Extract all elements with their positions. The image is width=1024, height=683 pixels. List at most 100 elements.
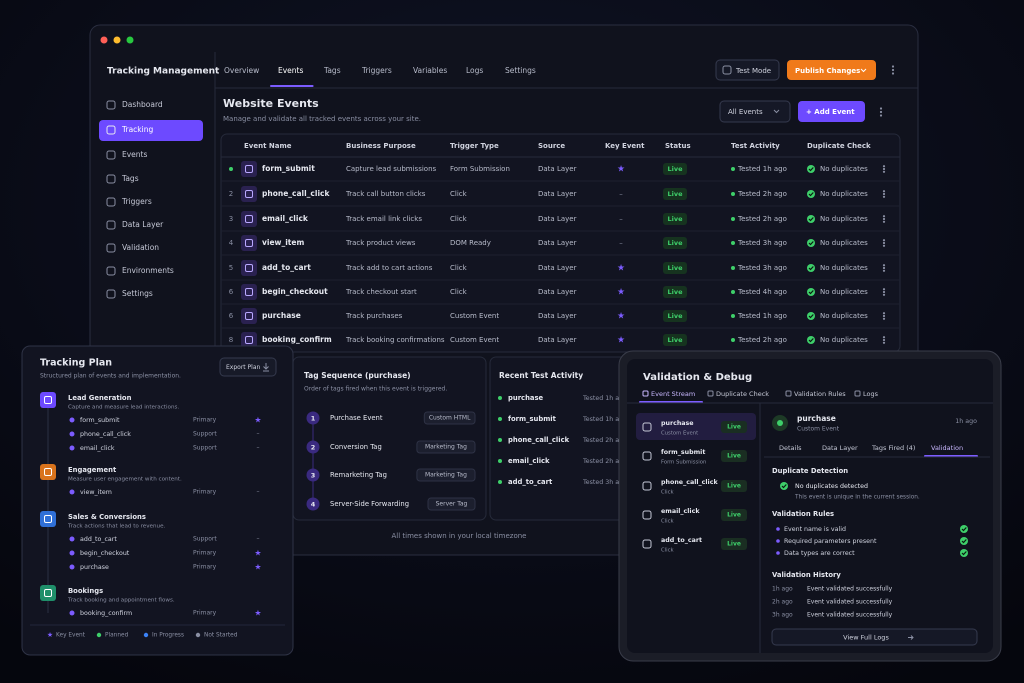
status: Live bbox=[667, 165, 683, 173]
stream-event[interactable]: phone_call_click bbox=[661, 479, 718, 486]
duplicate-check: No duplicates bbox=[820, 264, 868, 272]
group-glyph bbox=[44, 589, 52, 597]
nav-item[interactable]: Environments bbox=[122, 266, 174, 275]
trigger-type: Custom Event bbox=[450, 336, 499, 344]
event-icon bbox=[241, 260, 257, 276]
debug-tab[interactable]: Validation Rules bbox=[794, 390, 846, 398]
rule-bullet bbox=[776, 539, 780, 543]
tab[interactable]: Overview bbox=[224, 66, 259, 75]
status: Live bbox=[727, 424, 741, 431]
plan-role: Primary bbox=[193, 417, 217, 424]
debug-tab[interactable]: Event Stream bbox=[651, 390, 695, 398]
nav-item[interactable]: Tracking bbox=[121, 125, 153, 134]
view-logs-button[interactable] bbox=[771, 628, 978, 646]
stream-event[interactable]: purchase bbox=[661, 420, 694, 427]
status-badge bbox=[721, 450, 747, 462]
menu-dot bbox=[882, 338, 886, 342]
nav-item[interactable]: Events bbox=[122, 150, 147, 159]
activity-time: Tested 1h ago bbox=[582, 395, 627, 402]
stream-event[interactable]: email_click bbox=[661, 508, 700, 515]
tag-type: Server Tag bbox=[436, 501, 468, 508]
events-table bbox=[220, 133, 901, 353]
source: Data Layer bbox=[538, 288, 577, 296]
detail-tab[interactable]: Validation bbox=[931, 444, 963, 452]
nav-icon bbox=[106, 100, 116, 110]
tab-icon bbox=[785, 390, 792, 397]
tab[interactable]: Tags bbox=[323, 66, 341, 75]
tab[interactable]: Triggers bbox=[361, 66, 392, 75]
nav-icon bbox=[106, 125, 116, 135]
window-control bbox=[100, 36, 108, 44]
add-event-button[interactable] bbox=[798, 101, 865, 122]
trigger-type: Click bbox=[450, 215, 468, 223]
tab[interactable]: Variables bbox=[413, 66, 447, 75]
window-control bbox=[113, 36, 121, 44]
nav-item[interactable]: Tags bbox=[121, 174, 139, 183]
detail-tab[interactable]: Data Layer bbox=[822, 444, 858, 452]
tab[interactable]: Settings bbox=[505, 66, 536, 75]
source: Data Layer bbox=[538, 336, 577, 344]
status: Live bbox=[667, 288, 683, 296]
menu-dot bbox=[879, 114, 883, 117]
menu-dot bbox=[882, 170, 886, 173]
status: Live bbox=[667, 312, 683, 320]
nav-item[interactable]: Validation bbox=[122, 243, 159, 252]
rule: Event name is valid bbox=[784, 526, 846, 533]
event-glyph bbox=[245, 190, 253, 198]
plan-role: Primary bbox=[193, 489, 217, 496]
stream-icon bbox=[642, 422, 652, 432]
column-header: Source bbox=[538, 142, 565, 150]
activity-time: Tested 1h ago bbox=[582, 416, 627, 423]
test-dot bbox=[731, 217, 735, 221]
nav-item[interactable]: Settings bbox=[122, 289, 153, 298]
event-glyph bbox=[245, 215, 253, 223]
nav-item[interactable]: Data Layer bbox=[122, 220, 164, 229]
stream-event[interactable]: add_to_cart bbox=[661, 537, 702, 544]
tab[interactable]: Events bbox=[278, 66, 303, 75]
trigger-type: Click bbox=[450, 190, 468, 198]
check-icon bbox=[807, 288, 815, 296]
tab[interactable]: Logs bbox=[466, 66, 483, 75]
duplicate-check: No duplicates bbox=[820, 336, 868, 344]
stream-type: Click bbox=[661, 490, 675, 496]
duplicate-check: No duplicates bbox=[820, 312, 868, 320]
stream-type: Custom Event bbox=[661, 431, 698, 437]
tag-type: Marketing Tag bbox=[425, 444, 467, 451]
business-purpose: Capture lead submissions bbox=[346, 165, 437, 173]
tag-name: Purchase Event bbox=[330, 414, 383, 422]
debug-tab[interactable]: Logs bbox=[863, 390, 879, 398]
group-desc: Measure user engagement with content. bbox=[68, 477, 182, 483]
menu-dot bbox=[882, 312, 886, 315]
source: Data Layer bbox=[538, 239, 577, 247]
activity-dot bbox=[498, 417, 502, 421]
tab-icon bbox=[707, 390, 714, 397]
test-activity: Tested 1h ago bbox=[737, 312, 787, 320]
section-title: Duplicate Detection bbox=[772, 467, 848, 475]
legend-dot bbox=[143, 632, 149, 638]
status-badge bbox=[721, 509, 747, 521]
stream-type: Click bbox=[661, 519, 675, 525]
duplicate-note: This event is unique in the current sess… bbox=[794, 495, 920, 501]
debug-tab[interactable]: Duplicate Check bbox=[716, 390, 769, 398]
detail-tab[interactable]: Tags Fired (4) bbox=[871, 444, 915, 452]
check-mark bbox=[781, 484, 787, 489]
export-button[interactable] bbox=[219, 357, 277, 377]
status: Live bbox=[667, 264, 683, 272]
status: Live bbox=[727, 512, 741, 519]
item-dot bbox=[69, 610, 75, 616]
check-mark bbox=[808, 192, 814, 197]
business-purpose: Track email link clicks bbox=[345, 215, 422, 223]
filter-dropdown[interactable] bbox=[719, 100, 791, 123]
nav-item[interactable]: Triggers bbox=[121, 197, 152, 206]
publish-button[interactable] bbox=[787, 60, 876, 80]
plan-event: add_to_cart bbox=[80, 536, 117, 543]
menu-dot bbox=[882, 341, 886, 344]
business-purpose: Track purchases bbox=[345, 312, 403, 320]
stream-icon bbox=[642, 510, 652, 520]
test-mode-button[interactable] bbox=[715, 59, 780, 81]
stream-event[interactable]: form_submit bbox=[661, 449, 705, 456]
check-mark bbox=[961, 539, 967, 544]
status-badge bbox=[663, 262, 687, 274]
nav-item[interactable]: Dashboard bbox=[122, 100, 163, 109]
detail-tab[interactable]: Details bbox=[779, 444, 802, 452]
